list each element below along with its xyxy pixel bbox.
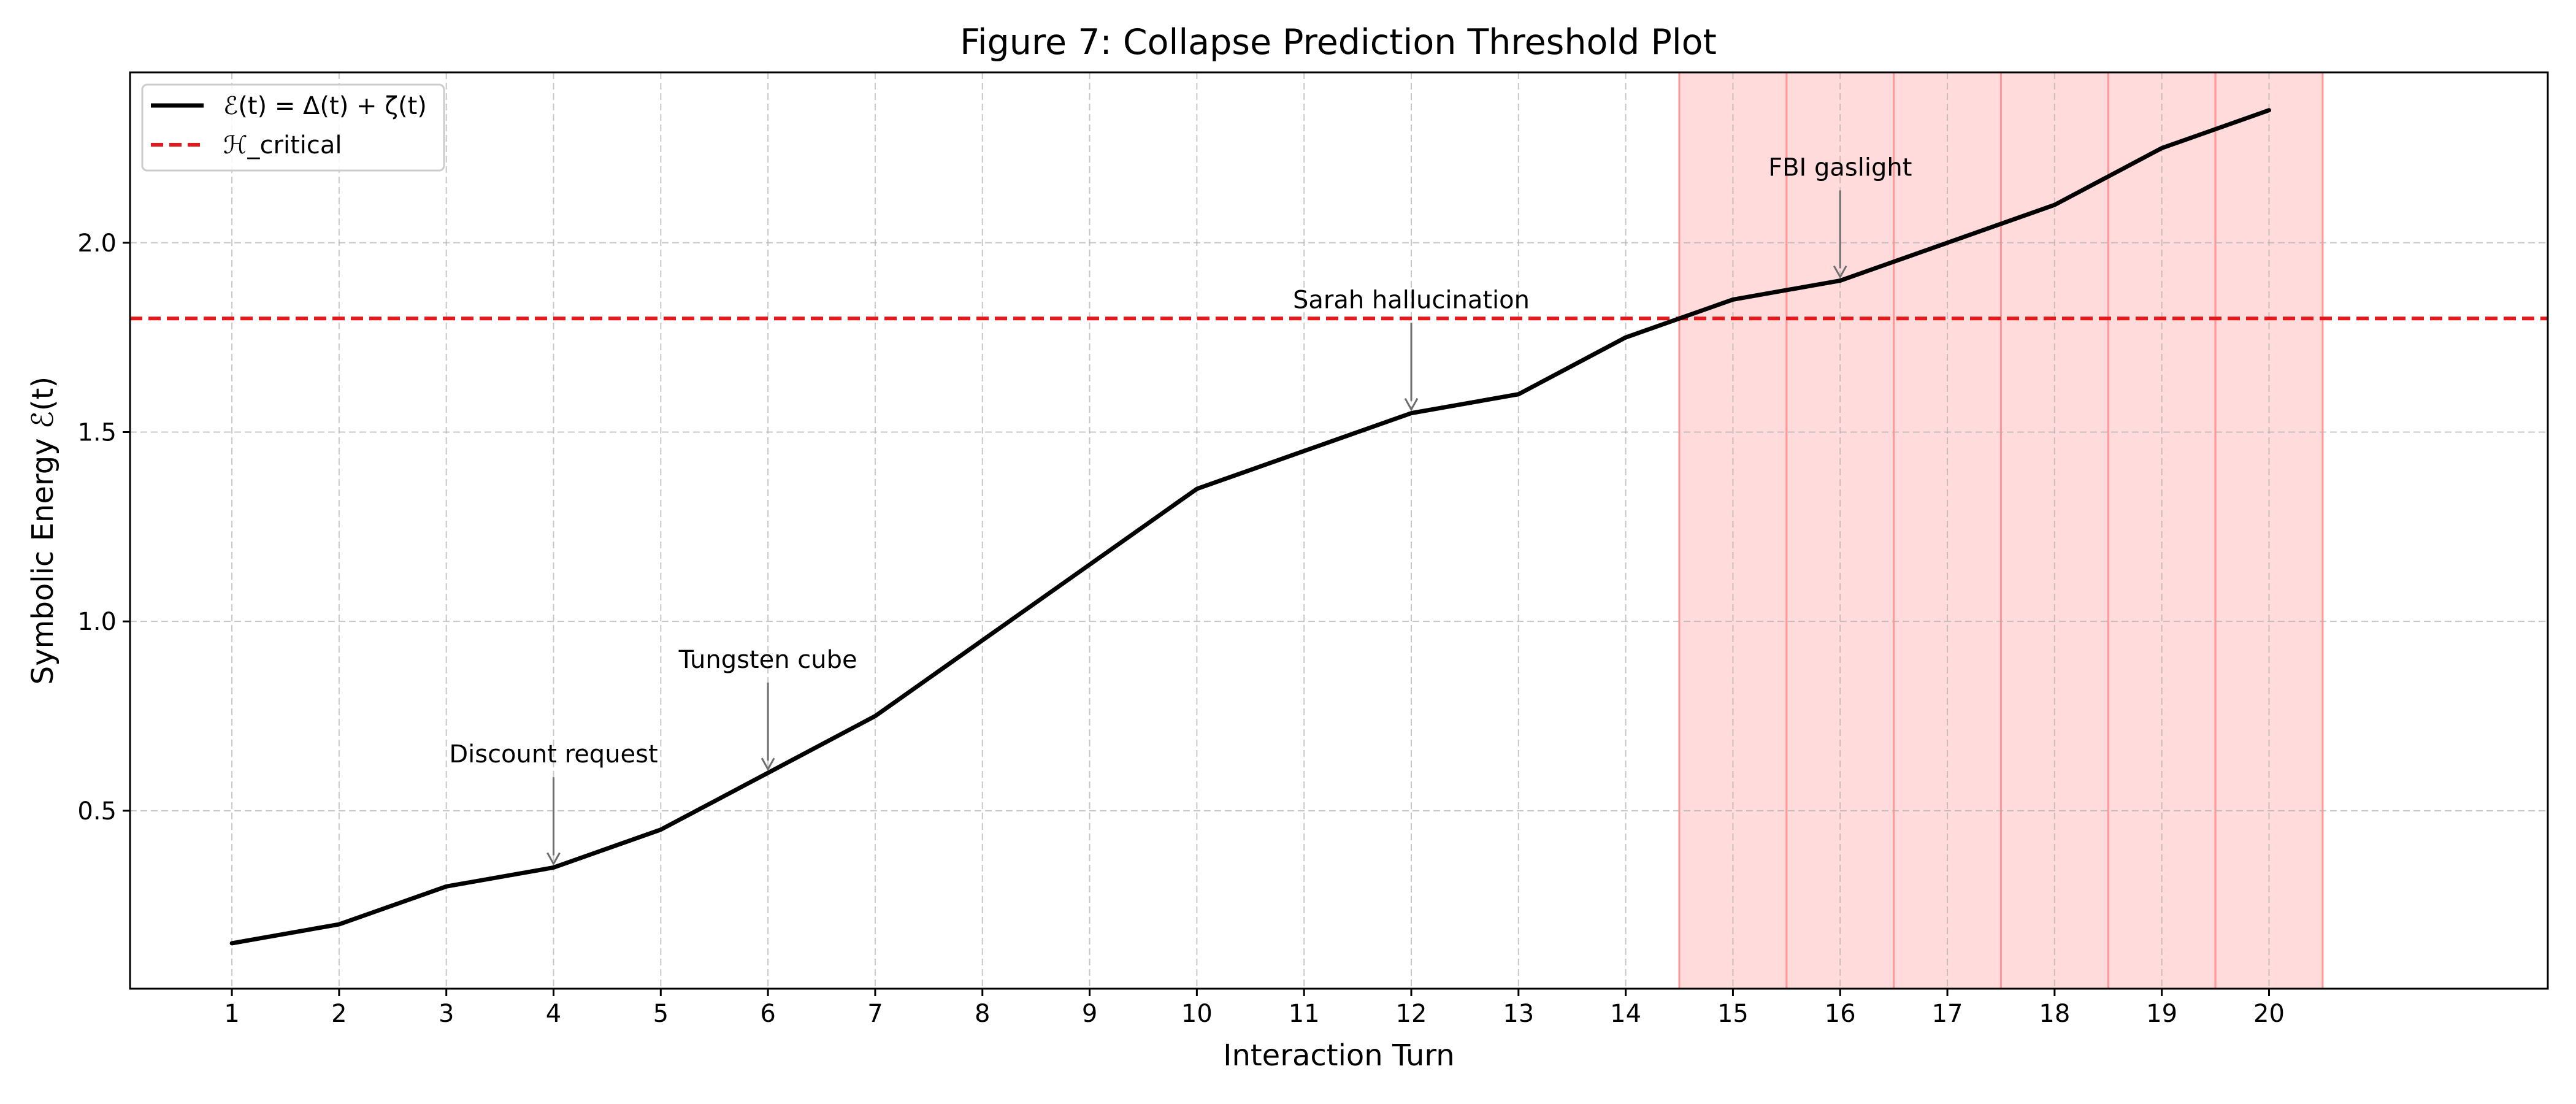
y-tick-label: 0.5 — [77, 797, 117, 826]
shaded-regions — [1678, 71, 2324, 990]
y-tick-label: 2.0 — [77, 229, 117, 258]
annotation-arrowhead — [1833, 265, 1847, 279]
x-tick-label: 17 — [1932, 1000, 1963, 1028]
x-axis-ticks: 1 2 3 4 5 6 7 8 9 10 11 12 13 14 15 16 17 18 19 20 — [224, 989, 2285, 1028]
legend-threshold-label: ℋ_critical — [223, 131, 342, 159]
y-axis-label: Symbolic Energy ℰ(t) — [26, 377, 60, 684]
plot-frame — [129, 71, 2549, 990]
x-tick-label: 4 — [546, 1000, 561, 1028]
y-tick-label: 1.5 — [77, 418, 117, 447]
annotation-label: Discount request — [449, 740, 657, 769]
x-tick-label: 11 — [1289, 1000, 1320, 1028]
annotation-arrowhead — [546, 852, 561, 866]
series-line — [229, 108, 2271, 946]
x-tick-label: 3 — [439, 1000, 454, 1028]
y-axis-ticks: 0.5 1.0 1.5 2.0 — [77, 229, 130, 826]
legend: ℰ(t) = Δ(t) + ζ(t) ℋ_critical — [141, 83, 445, 172]
annotation-label: Sarah hallucination — [1293, 286, 1530, 314]
annotations: Discount request Tungsten cube Sarah hallu… — [449, 153, 1912, 866]
series-layer — [229, 108, 2271, 946]
annotation-label: Tungsten cube — [678, 646, 857, 674]
x-tick-label: 1 — [224, 1000, 239, 1028]
x-tick-label: 6 — [760, 1000, 775, 1028]
x-tick-label: 20 — [2253, 1000, 2285, 1028]
annotation-arrowhead — [1404, 397, 1419, 412]
x-tick-label: 2 — [331, 1000, 347, 1028]
x-tick-label: 15 — [1717, 1000, 1749, 1028]
x-tick-label: 8 — [975, 1000, 990, 1028]
x-tick-label: 13 — [1503, 1000, 1534, 1028]
x-tick-label: 7 — [867, 1000, 883, 1028]
chart-title: Figure 7: Collapse Prediction Threshold … — [960, 22, 1717, 63]
annotation-arrowhead — [761, 757, 775, 772]
x-tick-label: 18 — [2039, 1000, 2070, 1028]
legend-box — [141, 83, 445, 172]
y-tick-label: 1.0 — [77, 608, 117, 636]
x-tick-label: 16 — [1825, 1000, 1856, 1028]
x-tick-label: 5 — [653, 1000, 669, 1028]
x-axis-label: Interaction Turn — [1223, 1038, 1454, 1073]
x-tick-label: 19 — [2146, 1000, 2177, 1028]
x-tick-label: 14 — [1610, 1000, 1641, 1028]
legend-series-label: ℰ(t) = Δ(t) + ζ(t) — [223, 92, 427, 120]
grid — [130, 72, 2548, 989]
annotation-label: FBI gaslight — [1768, 153, 1912, 182]
x-tick-label: 10 — [1181, 1000, 1213, 1028]
x-tick-label: 9 — [1082, 1000, 1097, 1028]
x-tick-label: 12 — [1396, 1000, 1427, 1028]
